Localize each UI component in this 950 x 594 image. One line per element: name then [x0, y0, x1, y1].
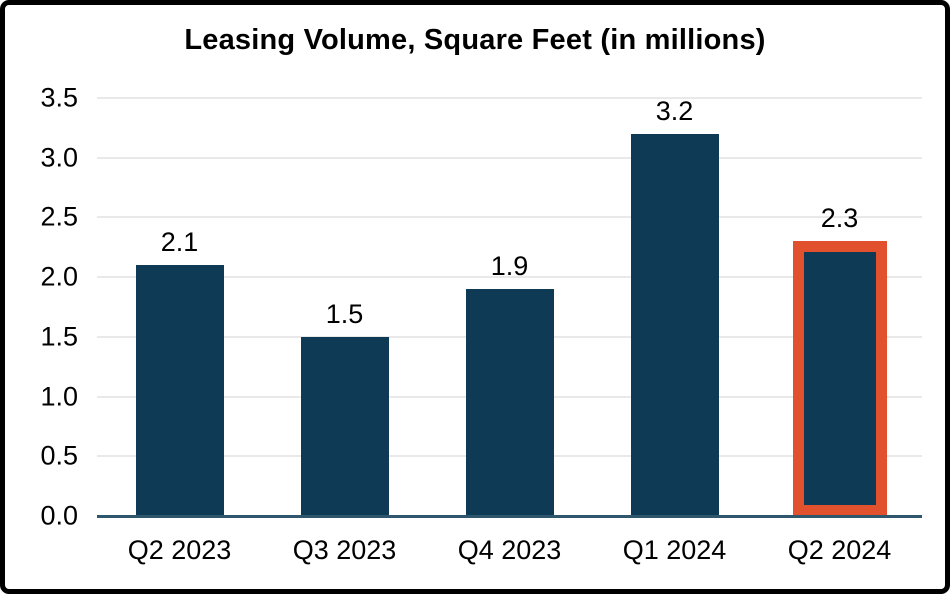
plot-area: 2.1 1.5 1.9 3.2 2.3	[97, 95, 922, 518]
x-tick-label: Q4 2023	[457, 535, 562, 565]
bar	[465, 289, 554, 516]
bar	[300, 336, 389, 516]
bar	[630, 133, 719, 516]
y-tick-label: 1.5	[40, 321, 78, 352]
bar-value-label: 2.3	[820, 203, 859, 234]
gridline	[97, 276, 922, 279]
x-axis-line	[97, 515, 922, 518]
x-tick-label: Q2 2023	[127, 535, 232, 565]
gridline	[97, 156, 922, 159]
gridline	[97, 97, 922, 99]
bar-value-label: 1.5	[325, 298, 364, 329]
y-tick-label: 2.0	[40, 261, 78, 292]
bar-value-label: 3.2	[655, 95, 694, 126]
y-axis-labels: 0.0 0.5 1.0 1.5 2.0 2.5 3.0 3.5	[8, 84, 78, 529]
x-tick-label: Q3 2023	[292, 535, 397, 565]
bar-highlighted	[792, 241, 887, 516]
y-tick-label: 0.0	[40, 500, 78, 531]
y-tick-label: 1.0	[40, 381, 78, 412]
y-tick-label: 2.5	[40, 201, 78, 232]
y-tick-label: 3.5	[40, 82, 78, 113]
y-tick-label: 3.0	[40, 142, 78, 173]
gridline	[97, 216, 922, 219]
x-tick-label: Q2 2024	[787, 535, 892, 565]
x-tick-label: Q1 2024	[622, 535, 727, 565]
chart-title: Leasing Volume, Square Feet (in millions…	[184, 24, 766, 56]
bar	[135, 265, 224, 516]
bar-value-label: 2.1	[160, 227, 199, 258]
x-axis-labels: Q2 2023 Q3 2023 Q4 2023 Q1 2024 Q2 2024	[97, 535, 922, 568]
y-tick-label: 0.5	[40, 440, 78, 471]
bar-value-label: 1.9	[490, 251, 529, 282]
